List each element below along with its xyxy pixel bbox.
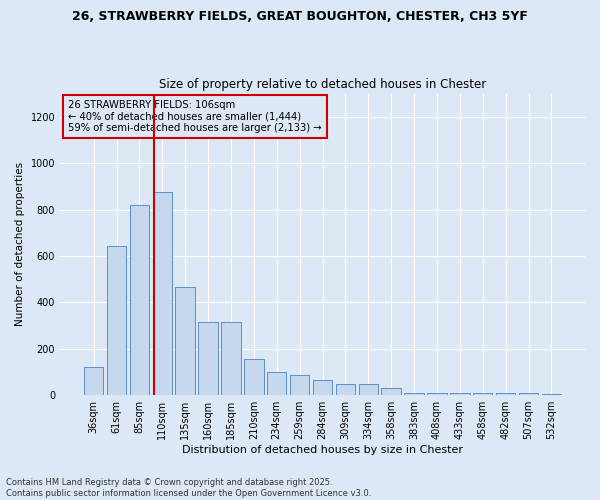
Bar: [542, 394, 561, 395]
Bar: [199, 322, 218, 395]
Bar: [313, 380, 332, 395]
Bar: [175, 288, 195, 395]
Bar: [427, 393, 446, 395]
Bar: [267, 372, 286, 395]
Bar: [221, 322, 241, 395]
Bar: [107, 246, 126, 395]
Bar: [359, 384, 378, 395]
Text: 26 STRAWBERRY FIELDS: 106sqm
← 40% of detached houses are smaller (1,444)
59% of: 26 STRAWBERRY FIELDS: 106sqm ← 40% of de…: [68, 100, 322, 133]
Text: Contains HM Land Registry data © Crown copyright and database right 2025.
Contai: Contains HM Land Registry data © Crown c…: [6, 478, 371, 498]
Bar: [496, 393, 515, 395]
Title: Size of property relative to detached houses in Chester: Size of property relative to detached ho…: [159, 78, 486, 91]
Text: 26, STRAWBERRY FIELDS, GREAT BOUGHTON, CHESTER, CH3 5YF: 26, STRAWBERRY FIELDS, GREAT BOUGHTON, C…: [72, 10, 528, 23]
Bar: [335, 384, 355, 395]
Bar: [473, 393, 493, 395]
Bar: [382, 388, 401, 395]
Bar: [152, 192, 172, 395]
Bar: [84, 368, 103, 395]
Bar: [450, 393, 470, 395]
Bar: [290, 376, 310, 395]
Bar: [130, 205, 149, 395]
Bar: [519, 393, 538, 395]
Y-axis label: Number of detached properties: Number of detached properties: [15, 162, 25, 326]
Bar: [404, 393, 424, 395]
X-axis label: Distribution of detached houses by size in Chester: Distribution of detached houses by size …: [182, 445, 463, 455]
Bar: [244, 359, 263, 395]
